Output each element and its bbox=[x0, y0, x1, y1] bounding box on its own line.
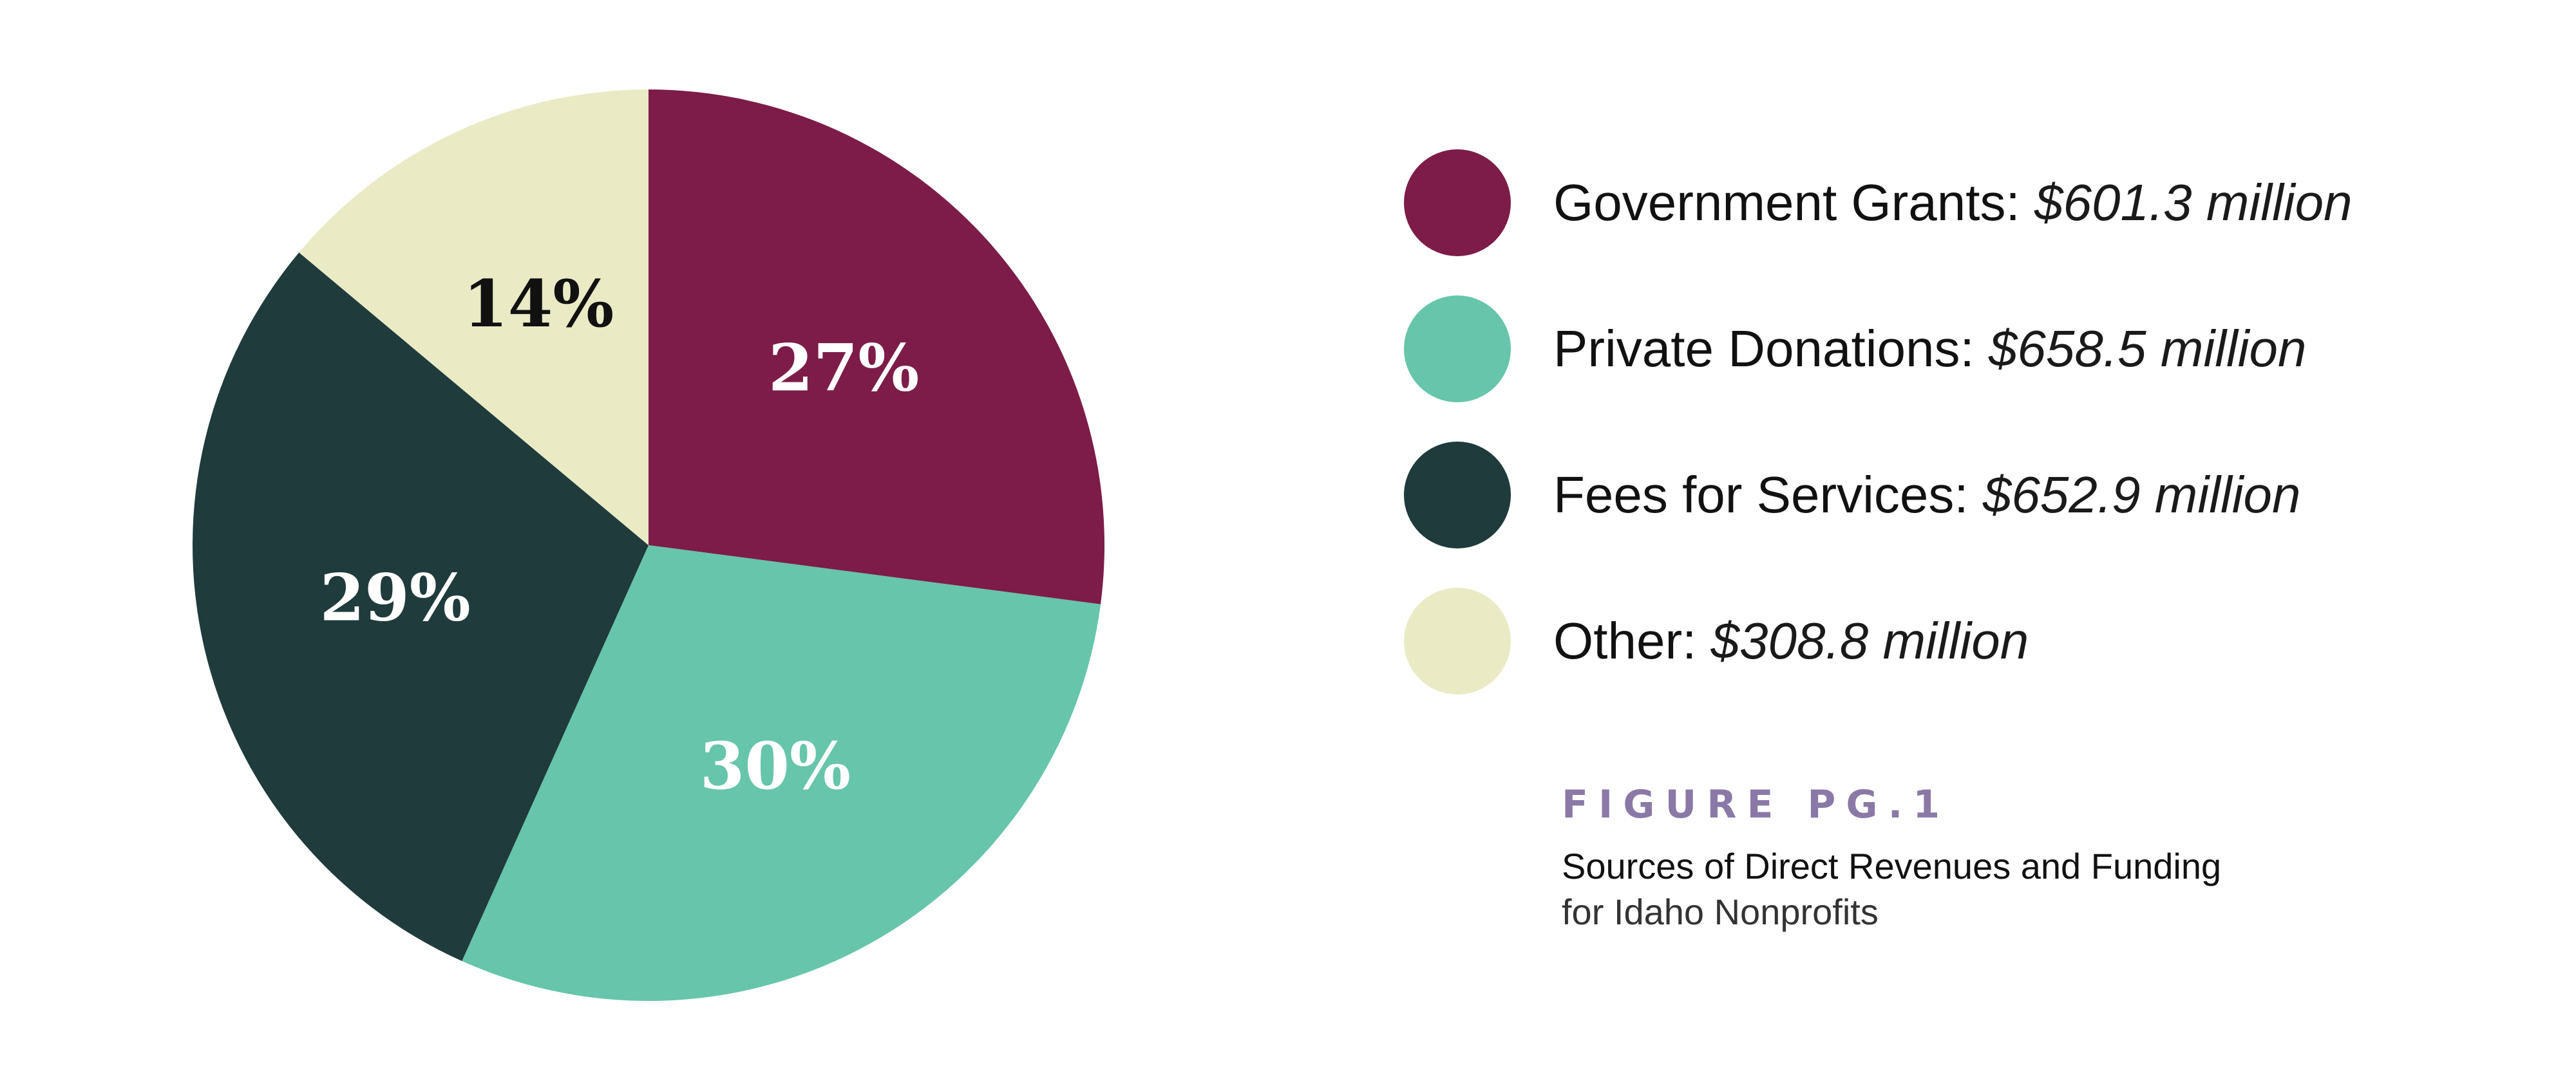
legend-item-fees-for-services: Fees for Services: $652.9 million bbox=[1404, 440, 2301, 550]
legend-item-other: Other: $308.8 million bbox=[1404, 586, 2029, 696]
slice-percent-label: 27% bbox=[768, 330, 919, 406]
pie-slice-private-donations bbox=[462, 545, 1101, 1001]
slice-percent-label: 30% bbox=[700, 728, 851, 804]
figure-title: Sources of Direct Revenues and Funding bbox=[1562, 846, 2222, 886]
legend-swatch bbox=[1404, 442, 1511, 548]
legend-label: Private Donations: bbox=[1553, 320, 1975, 377]
legend-swatch bbox=[1404, 149, 1511, 256]
pie-slice-other bbox=[299, 89, 649, 545]
figure-subtitle: for Idaho Nonprofits bbox=[1562, 892, 1879, 932]
pie-slice-government-grants bbox=[649, 89, 1104, 604]
slice-percent-label: 14% bbox=[463, 266, 614, 342]
legend-label: Government Grants: bbox=[1553, 174, 2020, 231]
pie-slice-fees-for-services bbox=[193, 252, 649, 962]
legend-swatch bbox=[1404, 588, 1511, 695]
slice-percent-label: 29% bbox=[320, 559, 471, 635]
legend-item-government-grants: Government Grants: $601.3 million bbox=[1404, 148, 2353, 257]
legend-value: $308.8 million bbox=[1710, 612, 2029, 669]
figure-caption: FIGURE PG.1 Sources of Direct Revenues a… bbox=[1562, 782, 2221, 933]
legend-value: $652.9 million bbox=[1982, 466, 2301, 523]
legend-label: Fees for Services: bbox=[1553, 466, 1969, 523]
legend-swatch bbox=[1404, 295, 1511, 402]
legend-item-private-donations: Private Donations: $658.5 million bbox=[1404, 294, 2307, 404]
legend-label: Other: bbox=[1553, 612, 1697, 669]
legend-value: $601.3 million bbox=[2034, 174, 2353, 231]
legend-value: $658.5 million bbox=[1988, 320, 2307, 377]
figure-label: FIGURE PG.1 bbox=[1562, 782, 1951, 827]
